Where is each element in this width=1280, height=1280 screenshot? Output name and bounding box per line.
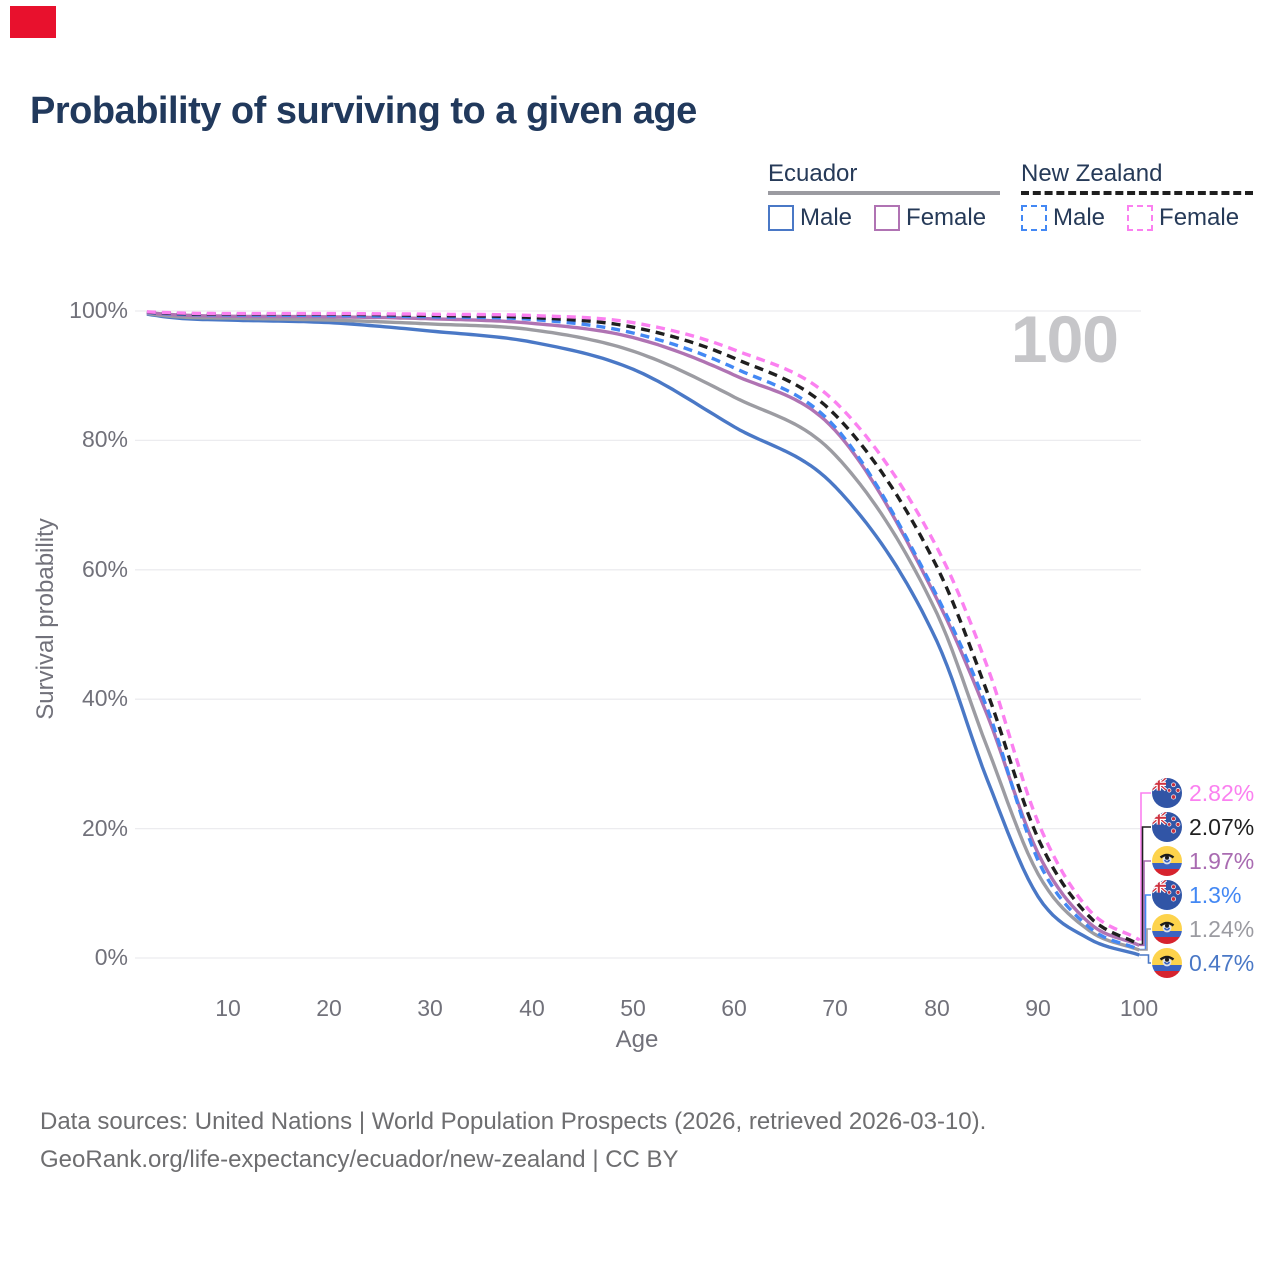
end-label-value: 0.47%: [1189, 949, 1255, 976]
legend-underline-ecuador: [768, 191, 1001, 195]
end-label-connector: [1139, 792, 1151, 941]
legend-item-ecuador-male[interactable]: Male: [768, 204, 852, 232]
x-axis-tick-label: 60: [721, 995, 747, 1021]
x-axis-tick-label: 50: [620, 995, 646, 1021]
end-label-connector: [1139, 954, 1151, 964]
x-axis-tick-label: 100: [1119, 995, 1159, 1021]
series-line-ecuador_total[interactable]: [146, 311, 1140, 952]
legend-item-nz-female[interactable]: Female: [1127, 204, 1239, 232]
series-line-ecuador_male[interactable]: [146, 312, 1140, 957]
end-label-ecuador_total: 1.24%: [1152, 912, 1254, 946]
legend-item-nz-male[interactable]: Male: [1021, 204, 1105, 232]
end-label-connector: [1139, 928, 1151, 951]
ecuador-flag-icon: [1152, 914, 1182, 944]
legend-group-new-zealand-label: New Zealand: [1021, 160, 1163, 187]
end-label-value: 1.3%: [1189, 881, 1242, 908]
legend-item-ecuador-female[interactable]: Female: [874, 204, 986, 232]
legend-item-label: Male: [1053, 204, 1106, 231]
legend-group-new-zealand: New Zealand Male Female: [1021, 160, 1254, 232]
end-label-ecuador_female: 1.97%: [1152, 844, 1254, 878]
legend-underline-new-zealand: [1021, 191, 1254, 195]
y-axis-tick-label: 80%: [81, 426, 128, 452]
y-axis-tick-label: 20%: [81, 815, 128, 841]
nz-female-swatch-icon: [1127, 205, 1154, 231]
legend-item-label: Female: [906, 204, 987, 231]
age-counter-watermark: 100: [1010, 302, 1119, 376]
end-label-value: 2.07%: [1189, 813, 1255, 840]
end-label-value: 1.24%: [1189, 915, 1255, 942]
ecuador-flag-icon: [1152, 948, 1182, 978]
series-line-nz_male[interactable]: [146, 310, 1140, 952]
x-axis-tick-label: 40: [519, 995, 545, 1021]
x-axis-tick-label: 80: [924, 995, 950, 1021]
y-axis-tick-label: 100%: [69, 297, 128, 323]
y-axis-tick-label: 40%: [81, 685, 128, 711]
nz-male-swatch-icon: [1021, 205, 1047, 231]
series-line-nz_total[interactable]: [146, 310, 1141, 947]
x-axis-tick-label: 20: [316, 995, 342, 1021]
nz-flag-icon: [1152, 778, 1182, 808]
series-line-nz_female[interactable]: [146, 310, 1141, 942]
y-axis-title: Survival probability: [32, 518, 59, 720]
y-axis-tick-label: 0%: [94, 944, 128, 970]
red-marker: [10, 6, 56, 38]
legend-group-ecuador-label: Ecuador: [768, 160, 858, 187]
legend-item-label: Female: [1159, 204, 1240, 231]
x-axis-tick-label: 70: [822, 995, 848, 1021]
end-label-nz_female: 2.82%: [1152, 776, 1254, 810]
legend-item-label: Male: [800, 204, 853, 231]
end-label-nz_total: 2.07%: [1152, 810, 1254, 844]
nz-flag-icon: [1152, 812, 1182, 842]
end-label-value: 2.82%: [1189, 779, 1255, 806]
end-label-ecuador_male: 0.47%: [1152, 946, 1254, 980]
x-axis-tick-label: 90: [1025, 995, 1051, 1021]
ecuador-female-swatch-icon: [874, 205, 901, 231]
x-axis-tick-label: 10: [215, 995, 241, 1021]
end-label-nz_male: 1.3%: [1152, 878, 1241, 912]
footer-attribution: GeoRank.org/life-expectancy/ecuador/new-…: [40, 1146, 679, 1173]
x-axis-title: Age: [615, 1026, 659, 1053]
ecuador-male-swatch-icon: [768, 205, 794, 231]
y-axis-tick-label: 60%: [81, 556, 128, 582]
legend-group-ecuador: Ecuador Male Female: [768, 160, 1001, 232]
ecuador-flag-icon: [1152, 846, 1182, 876]
end-label-connector: [1139, 860, 1151, 947]
footer-data-sources: Data sources: United Nations | World Pop…: [40, 1108, 987, 1135]
series-line-ecuador_female[interactable]: [146, 311, 1140, 947]
end-label-value: 1.97%: [1189, 847, 1255, 874]
page-title: Probability of surviving to a given age: [30, 90, 697, 132]
nz-flag-icon: [1152, 880, 1182, 910]
x-axis-tick-label: 30: [417, 995, 443, 1021]
